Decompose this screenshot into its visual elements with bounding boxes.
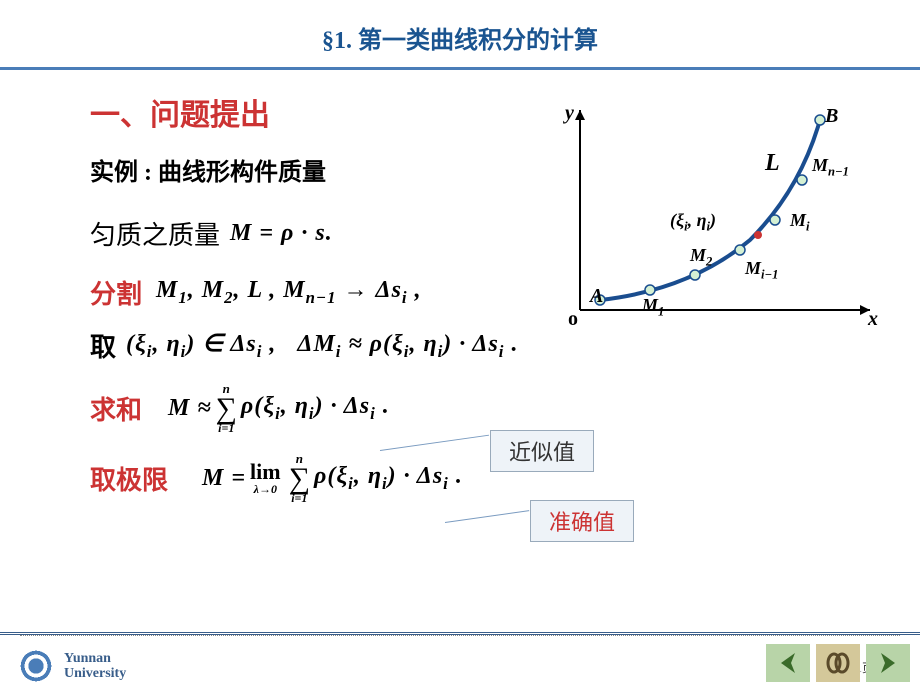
fig-A: A <box>590 285 603 308</box>
page-title: §1. 第一类曲线积分的计算 <box>0 0 920 55</box>
fig-origin: o <box>568 308 578 331</box>
sum-label: 求和 <box>90 390 142 427</box>
limit-sigma: n ∑ i=1 <box>289 452 310 504</box>
footer-nav <box>766 644 910 682</box>
limit-body: ρ(ξi, ηi) · Δsi . <box>314 463 463 494</box>
nav-home-button[interactable] <box>816 644 860 682</box>
callout-exact: 准确值 <box>530 500 634 542</box>
curve-figure: y x o A B L M1 M2 Mi−1 Mi Mn−1 (ξi, ηi) <box>550 100 880 330</box>
fig-x-axis: x <box>868 308 878 331</box>
uniform-label: 匀质之质量 <box>90 215 220 252</box>
sum-prefix: M ≈ <box>168 395 212 422</box>
nav-prev-icon <box>773 648 803 678</box>
fig-y-axis: y <box>565 102 574 125</box>
fig-L: L <box>765 150 780 177</box>
university-logo-icon <box>18 648 54 684</box>
nav-next-icon <box>873 648 903 678</box>
callout-approx: 近似值 <box>490 430 594 472</box>
fig-Mi1: Mi−1 <box>745 258 778 283</box>
limit-label: 取极限 <box>90 460 168 497</box>
callout-exact-line <box>445 510 529 523</box>
lim-block: lim λ→0 <box>250 461 281 495</box>
fig-B: B <box>825 105 838 128</box>
take-row: 取 (ξi, ηi) ∈ Δsi , ΔMi ≈ ρ(ξi, ηi) · Δsi… <box>90 327 860 364</box>
split-formula: M1, M2, L , Mn−1 → Δsi , <box>156 277 422 308</box>
fig-point: (ξi, ηi) <box>670 210 716 235</box>
fig-Mi: Mi <box>790 210 810 235</box>
take-formula: (ξi, ηi) ∈ Δsi , ΔMi ≈ ρ(ξi, ηi) · Δsi . <box>126 329 518 362</box>
footer-left: Yunnan University <box>18 648 126 684</box>
sum-sigma: n ∑ i=1 <box>216 382 237 434</box>
nav-next-button[interactable] <box>866 644 910 682</box>
footer: Yunnan University 第1页 <box>0 632 920 690</box>
fig-M2: M2 <box>690 245 712 270</box>
university-name: Yunnan University <box>64 651 126 682</box>
sum-body: ρ(ξi, ηi) · Δsi . <box>241 393 390 424</box>
fig-M1: M1 <box>642 295 664 320</box>
nav-home-icon <box>823 648 853 678</box>
callout-approx-line <box>380 435 489 451</box>
limit-row: 取极限 M = lim λ→0 n ∑ i=1 ρ(ξi, ηi) · Δsi … <box>90 452 860 504</box>
fig-Mn1: Mn−1 <box>812 155 849 180</box>
split-label: 分割 <box>90 274 142 311</box>
limit-prefix: M = <box>202 465 246 492</box>
uniform-formula: M = ρ · s. <box>230 220 333 247</box>
nav-prev-button[interactable] <box>766 644 810 682</box>
sum-row: 求和 M ≈ n ∑ i=1 ρ(ξi, ηi) · Δsi . <box>90 382 860 434</box>
take-label: 取 <box>90 327 116 364</box>
